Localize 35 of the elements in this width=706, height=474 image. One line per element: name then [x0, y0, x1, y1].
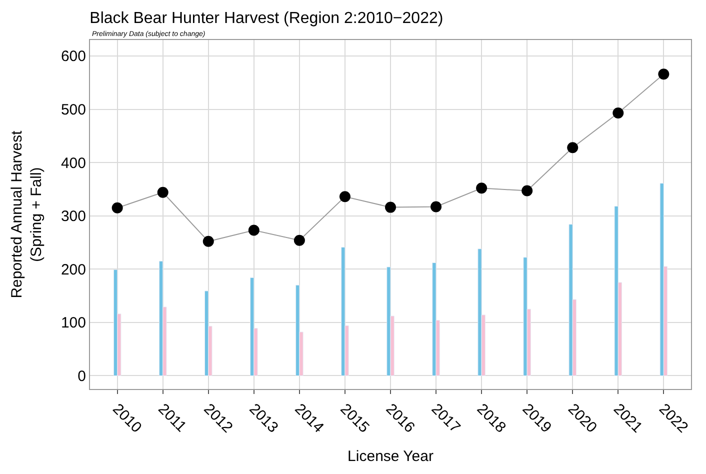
y-tick-label: 300: [60, 208, 86, 226]
point: [202, 236, 214, 247]
y-axis-title: Reported Annual Harvest (Spring + Fall): [8, 130, 46, 298]
point: [612, 108, 624, 118]
y-tick-label: 100: [60, 314, 86, 332]
y-tick-label: 0: [78, 368, 86, 385]
bar: [296, 284, 300, 376]
x-axis-title: License Year: [348, 448, 434, 466]
bar: [660, 183, 664, 376]
bar: [523, 257, 528, 376]
bar: [432, 262, 436, 376]
point: [112, 202, 123, 214]
bar: [614, 206, 618, 376]
bar: [478, 248, 482, 376]
bar: [250, 277, 254, 376]
point: [430, 201, 442, 212]
point: [157, 186, 168, 198]
bar: [568, 224, 573, 376]
point: [248, 224, 260, 236]
point: [294, 234, 305, 246]
bar: [341, 247, 346, 376]
y-tick-label: 600: [60, 48, 86, 66]
point: [339, 191, 350, 202]
y-tick-label: 200: [60, 261, 86, 278]
bar: [113, 269, 118, 376]
bar: [386, 266, 391, 376]
point: [522, 185, 533, 196]
y-tick-label: 500: [60, 102, 86, 119]
bar: [204, 290, 209, 376]
point: [476, 182, 488, 194]
y-tick-label: 400: [60, 154, 86, 172]
point: [385, 202, 396, 213]
point: [567, 142, 578, 154]
point: [658, 68, 670, 80]
chart-title: Black Bear Hunter Harvest (Region 2:2010−2022): [90, 10, 444, 28]
